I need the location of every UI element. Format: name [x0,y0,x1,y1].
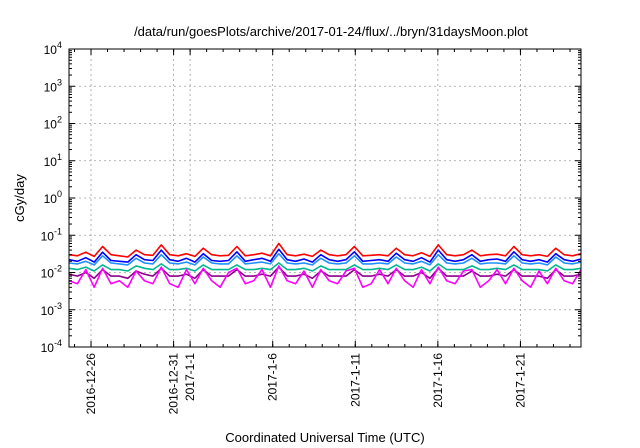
y-axis: 10-4 10-3 10-2 10-1 100 101 102 103 104 [41,40,581,355]
x-tick-label: 2017-1-11 [348,353,362,407]
x-tick-label: 2016-12-31 [167,353,181,415]
y-tick-label: 104 [44,40,62,57]
x-tick-label: 2017-1-16 [431,353,445,408]
y-tick-label: 101 [44,152,62,169]
x-tick-label: 2017-1-21 [513,353,527,408]
grid [69,49,581,347]
series-line-2 [68,248,582,263]
y-axis-label: cGy/day [12,174,27,222]
x-tick-label: 2016-12-26 [84,353,98,415]
y-tick-label: 10-2 [41,264,62,281]
y-tick-label: 10-4 [41,338,62,355]
y-tick-label: 100 [44,189,62,206]
x-tick-label: 2017-1-6 [266,353,280,401]
x-axis: 2016-12-26 2016-12-31 2017-1-1 2017-1-6 2017… [74,49,571,415]
y-tick-label: 10-3 [41,301,62,318]
series-line-1 [68,242,582,258]
series-line-5 [68,266,582,280]
series-line-6 [68,265,582,289]
x-axis-label: Coordinated Universal Time (UTC) [225,430,424,445]
series-line-3 [68,252,582,266]
series-lines [68,242,582,289]
x-tick-label: 2017-1-1 [183,353,197,401]
chart-title: /data/run/goesPlots/archive/2017-01-24/f… [134,24,528,39]
y-tick-label: 102 [44,115,62,132]
y-tick-label: 10-1 [41,226,62,243]
y-tick-label: 103 [44,77,62,94]
series-line-4 [68,262,582,272]
